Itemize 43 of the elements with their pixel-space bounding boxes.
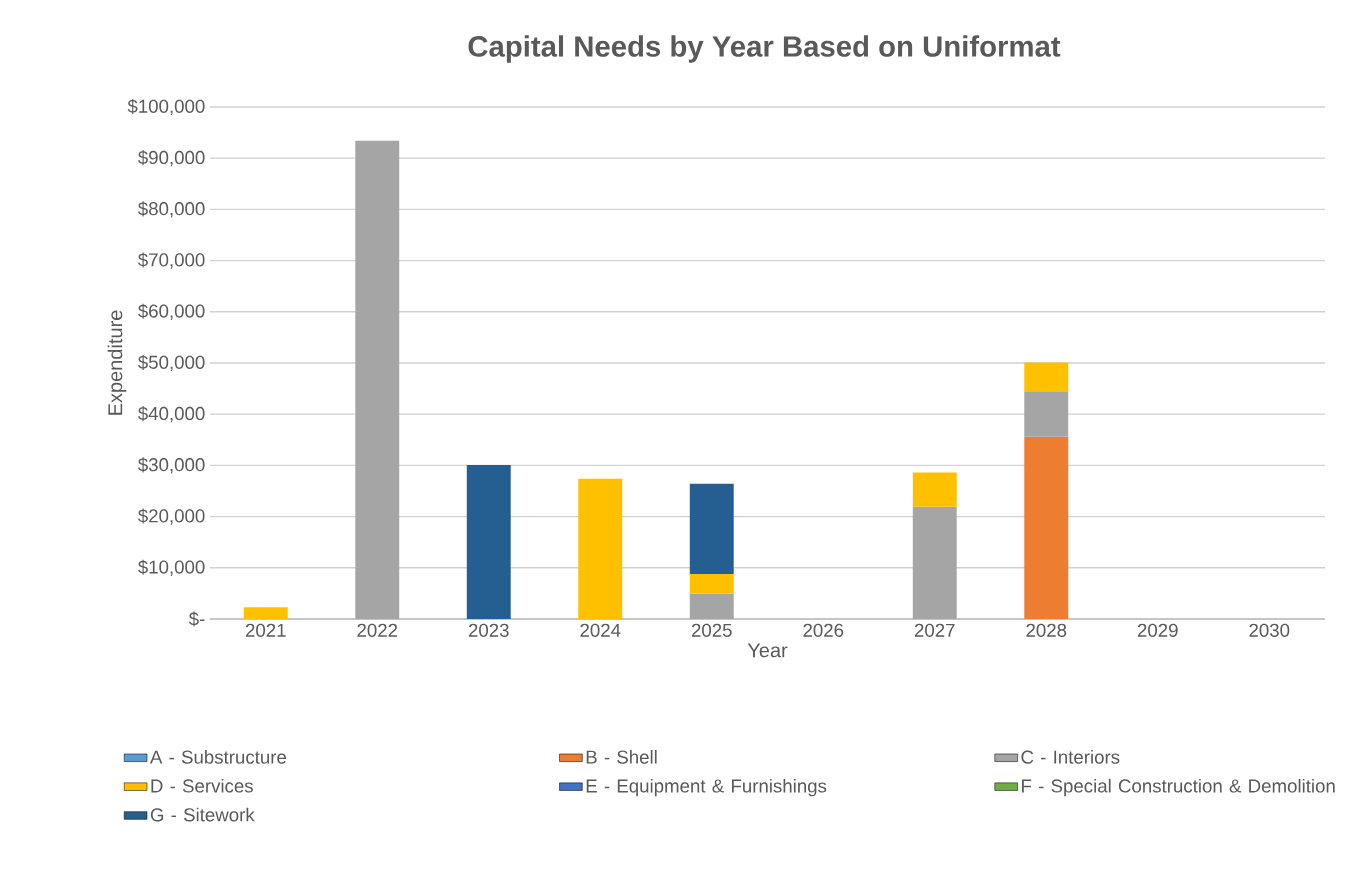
x-tick-label: 2021	[245, 623, 286, 637]
bar	[689, 573, 734, 594]
y-tick-label: $20,000	[138, 508, 205, 525]
legend-label: D - Services	[151, 778, 253, 793]
legend-label: A - Substructure	[149, 750, 287, 764]
legend-label: B - Shell	[586, 750, 657, 764]
y-tick-label: $90,000	[138, 150, 205, 167]
y-tick-label: $60,000	[138, 303, 205, 320]
x-tick-label: 2030	[1249, 623, 1290, 637]
legend-label: F - Special Construction & Demolition	[1022, 778, 1335, 797]
y-tick-label: $40,000	[138, 406, 205, 423]
legend-label: C - Interiors	[1021, 750, 1120, 764]
y-tick-label: $80,000	[138, 201, 205, 218]
legend-label: G - Sitework	[150, 807, 255, 822]
bar	[578, 478, 623, 619]
x-tick-label: 2022	[357, 623, 398, 637]
y-tick-label: $100,000	[127, 98, 205, 116]
bar	[1024, 436, 1069, 619]
bar	[1024, 391, 1069, 437]
x-tick-label: 2028	[1026, 623, 1067, 637]
x-tick-label: 2026	[803, 623, 844, 637]
bar	[689, 483, 734, 574]
x-tick-label: 2027	[914, 623, 955, 637]
x-tick-label: 2023	[468, 623, 509, 637]
x-tick-label: 2025	[691, 623, 732, 637]
y-tick-label: $50,000	[138, 354, 205, 372]
y-tick-label: $30,000	[138, 457, 205, 474]
y-tick-label: $-	[188, 611, 205, 627]
bar	[355, 140, 400, 619]
x-tick-label: 2024	[580, 623, 621, 637]
bar	[912, 506, 957, 619]
y-tick-label: $10,000	[138, 559, 205, 576]
bar	[689, 593, 734, 619]
y-tick-label: $70,000	[138, 252, 205, 269]
x-axis-title: Year	[747, 643, 788, 658]
bar	[1024, 362, 1069, 392]
bar	[243, 607, 288, 619]
chart-title: Capital Needs by Year Based on Uniformat	[468, 35, 1061, 63]
y-axis-title: Expenditure	[107, 310, 127, 415]
x-tick-label: 2029	[1137, 623, 1178, 637]
bar	[912, 472, 957, 507]
bar	[466, 464, 511, 619]
legend-label: E - Equipment & Furnishings	[586, 778, 827, 797]
